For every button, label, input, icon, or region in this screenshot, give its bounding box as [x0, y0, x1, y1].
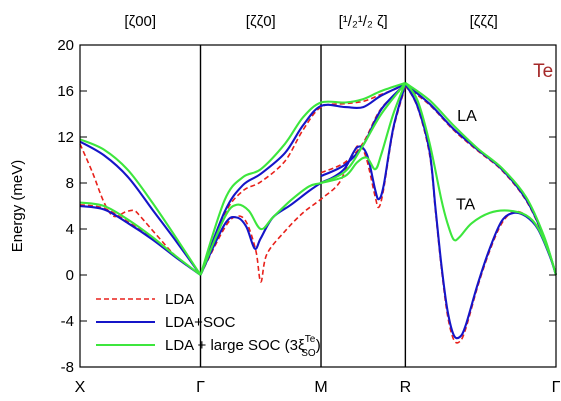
legend-label: LDA+SOC — [165, 314, 236, 331]
direction-labels: [ζ00] [ζζ0] [¹/₂¹/₂ ζ] [ζζζ] — [124, 13, 497, 30]
dispersion-branch — [79, 204, 202, 276]
legend-label-end: ) — [316, 337, 321, 354]
annotation-la: LA — [457, 108, 477, 125]
y-tick-label: 0 — [66, 267, 74, 284]
series-lda-large-soc-3-so-te- — [79, 81, 558, 276]
series-lda-soc — [79, 83, 558, 340]
legend-label: LDA — [165, 291, 194, 308]
dispersion-branch — [79, 140, 202, 276]
direction-label: [ζ00] — [124, 13, 156, 30]
y-tick-label: 12 — [57, 129, 74, 146]
x-tick-label: Γ — [196, 379, 205, 396]
dispersion-branch — [79, 138, 202, 276]
dispersion-branch — [404, 82, 558, 276]
direction-label: [ζζζ] — [470, 13, 498, 30]
dispersion-branch — [404, 85, 557, 276]
dispersion-branch — [320, 82, 407, 184]
dispersion-branch — [199, 81, 406, 276]
y-tick-label: 20 — [57, 37, 74, 54]
dispersion-branch — [79, 201, 202, 276]
dispersion-branch — [404, 83, 558, 276]
dispersion-branch — [320, 85, 406, 174]
dispersion-branch — [404, 82, 558, 276]
dispersion-branch — [199, 83, 406, 276]
y-tick-label: 16 — [57, 83, 74, 100]
dispersion-curves — [79, 81, 558, 344]
x-tick-label: R — [400, 379, 412, 396]
dispersion-branch — [199, 83, 407, 276]
dispersion-branch — [79, 143, 201, 276]
annotations: Te LA TA — [456, 61, 553, 213]
dispersion-branch — [199, 84, 406, 276]
direction-label: [ζζ0] — [246, 13, 276, 30]
dispersion-branch — [199, 86, 407, 283]
direction-label: [¹/₂¹/₂ ζ] — [339, 13, 388, 30]
x-tick-label: X — [75, 379, 86, 396]
y-tick-label: -4 — [61, 313, 74, 330]
dispersion-branch — [79, 204, 201, 276]
plot-frame — [79, 44, 557, 368]
legend-label-sup: Te — [305, 334, 316, 345]
y-axis-label: Energy (meV) — [9, 160, 26, 253]
y-axis: -8 -4 0 4 8 12 16 20 — [57, 37, 556, 376]
y-tick-label: 4 — [66, 221, 74, 238]
x-tick-label: Γ — [552, 379, 561, 396]
dispersion-branch — [199, 82, 407, 276]
y-tick-label: 8 — [66, 175, 74, 192]
legend-label: LDA + large SOC (3ξTe SO) — [165, 334, 321, 359]
legend-label-sub: SO — [301, 348, 316, 359]
annotation-te: Te — [533, 61, 553, 82]
y-tick-label: -8 — [61, 359, 74, 376]
vertical-grid — [199, 45, 407, 367]
x-tick-label: M — [314, 379, 327, 396]
annotation-ta: TA — [456, 196, 476, 213]
